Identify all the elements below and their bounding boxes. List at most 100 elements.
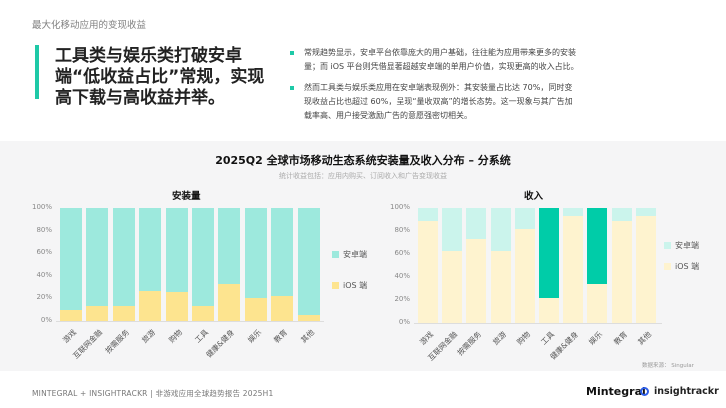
bar-segment-android — [611, 208, 632, 221]
bullet-text: 常规趋势显示，安卓平台依靠庞大的用户基础，往往能为应用带来更多的安装量；而 iO… — [304, 48, 579, 71]
headline-accent-bar — [35, 45, 39, 99]
bar-segment-ios — [587, 283, 608, 323]
bar-segment-ios — [442, 250, 463, 323]
insightrackr-logo-text: insightrackr — [654, 386, 719, 397]
footer-text: MINTEGRAL + INSIGHTRACKR | 非游戏应用全球趋势报告 2… — [32, 389, 274, 398]
stacked-bar — [165, 208, 188, 321]
bar-segment-ios — [218, 283, 241, 321]
stacked-bar — [218, 208, 241, 321]
legend-swatch-icon — [332, 282, 339, 289]
x-axis-line — [56, 321, 324, 322]
bar-segment-android — [297, 208, 320, 316]
stacked-bar — [244, 208, 267, 321]
chart-legend: 安卓端 iOS 端 — [332, 249, 367, 311]
bar-segment-ios — [60, 309, 82, 321]
bullet-item: 然而工具类与娱乐类应用在安卓端表现例外：其安装量占比达 70%，同时变现收益占比… — [290, 81, 580, 123]
y-axis-tick: 40% — [36, 270, 52, 279]
bar-segment-android — [192, 208, 214, 307]
y-axis-tick: 20% — [36, 293, 52, 302]
chart-subtitle: 统计收益包括：应用内购买、订阅收入和广告变现收益 — [279, 172, 447, 180]
y-axis-tick: 100% — [389, 203, 410, 211]
bar-segment-ios — [563, 216, 584, 323]
legend-label: 安卓端 — [675, 241, 699, 250]
stacked-bar — [442, 208, 463, 323]
stacked-bar — [563, 208, 584, 323]
y-axis-tick: 40% — [394, 272, 410, 280]
bar-segment-ios — [86, 306, 109, 321]
bar-segment-ios — [297, 315, 320, 321]
bullet-square-icon — [290, 86, 294, 90]
stacked-bar — [86, 208, 109, 321]
stacked-bar — [297, 208, 320, 321]
stacked-bar — [539, 208, 559, 323]
revenue-chart-title: 收入 — [524, 191, 544, 202]
stacked-bar — [139, 208, 162, 321]
stacked-bar — [271, 208, 294, 321]
stacked-bar — [611, 208, 632, 323]
bar-segment-ios — [271, 296, 294, 321]
stacked-bar — [466, 208, 487, 323]
bar-segment-android — [514, 208, 535, 229]
bar-segment-android — [165, 208, 188, 292]
bar-segment-android — [635, 208, 656, 217]
bar-segment-ios — [192, 306, 214, 321]
stacked-bar — [514, 208, 535, 323]
bar-segment-android — [563, 208, 584, 217]
y-axis-tick: 20% — [394, 295, 410, 303]
bar-segment-ios — [611, 220, 632, 323]
legend-item: 安卓端 — [332, 249, 367, 260]
bar-segment-android — [86, 208, 109, 307]
bullet-list: 常规趋势显示，安卓平台依靠庞大的用户基础，往往能为应用带来更多的安装量；而 iO… — [290, 46, 580, 130]
bullet-text: 然而工具类与娱乐类应用在安卓端表现例外：其安装量占比达 70%，同时变现收益占比… — [304, 83, 573, 120]
bar-segment-ios — [466, 239, 487, 323]
y-axis-tick: 80% — [394, 226, 410, 234]
insightrackr-logo: insightrackr — [640, 386, 719, 397]
bar-segment-android — [244, 208, 267, 299]
bar-segment-android — [587, 208, 608, 284]
bar-segment-android — [490, 208, 511, 251]
stacked-bar — [490, 208, 511, 323]
section-kicker: 最大化移动应用的变现收益 — [32, 20, 147, 31]
bar-segment-android — [466, 208, 487, 240]
data-source: 数据来源： Singular — [642, 363, 694, 369]
bar-segment-ios — [112, 306, 135, 321]
bar-segment-android — [218, 208, 241, 284]
bar-segment-android — [112, 208, 135, 307]
bar-segment-ios — [165, 291, 188, 321]
headline: 工具类与娱乐类打破安卓端“低收益占比”常规，实现高下载与高收益并举。 — [55, 46, 265, 108]
bar-segment-ios — [490, 250, 511, 323]
x-axis-line — [414, 323, 662, 324]
legend-swatch-icon — [664, 242, 671, 249]
stacked-bar — [60, 208, 82, 321]
legend-label: 安卓端 — [343, 250, 367, 259]
y-axis-tick: 60% — [36, 248, 52, 257]
bar-segment-android — [271, 208, 294, 297]
legend-swatch-icon — [664, 263, 671, 270]
y-axis-tick: 60% — [394, 249, 410, 257]
chart-legend: 安卓端 iOS 端 — [664, 240, 699, 282]
y-axis-tick: 80% — [36, 225, 52, 234]
bar-segment-ios — [418, 220, 438, 323]
legend-item: iOS 端 — [664, 261, 699, 272]
y-axis-tick: 0% — [398, 318, 410, 326]
stacked-bar — [635, 208, 656, 323]
bar-segment-ios — [139, 290, 162, 321]
bullet-item: 常规趋势显示，安卓平台依靠庞大的用户基础，往往能为应用带来更多的安装量；而 iO… — [290, 46, 580, 74]
bar-segment-ios — [514, 228, 535, 323]
bar-segment-ios — [635, 216, 656, 323]
bullet-square-icon — [290, 51, 294, 55]
bar-segment-android — [442, 208, 463, 251]
mintegral-logo: Mintegral — [586, 385, 646, 398]
legend-label: iOS 端 — [675, 262, 700, 271]
stacked-bar — [418, 208, 438, 323]
stacked-bar — [192, 208, 214, 321]
legend-item: iOS 端 — [332, 280, 367, 291]
legend-item: 安卓端 — [664, 240, 699, 251]
bar-segment-android — [539, 208, 559, 298]
y-axis-tick: 100% — [31, 203, 52, 211]
y-axis-tick: 0% — [40, 316, 52, 324]
insightrackr-q-icon — [640, 387, 649, 396]
bar-segment-android — [418, 208, 438, 221]
stacked-bar — [587, 208, 608, 323]
legend-swatch-icon — [332, 251, 339, 258]
